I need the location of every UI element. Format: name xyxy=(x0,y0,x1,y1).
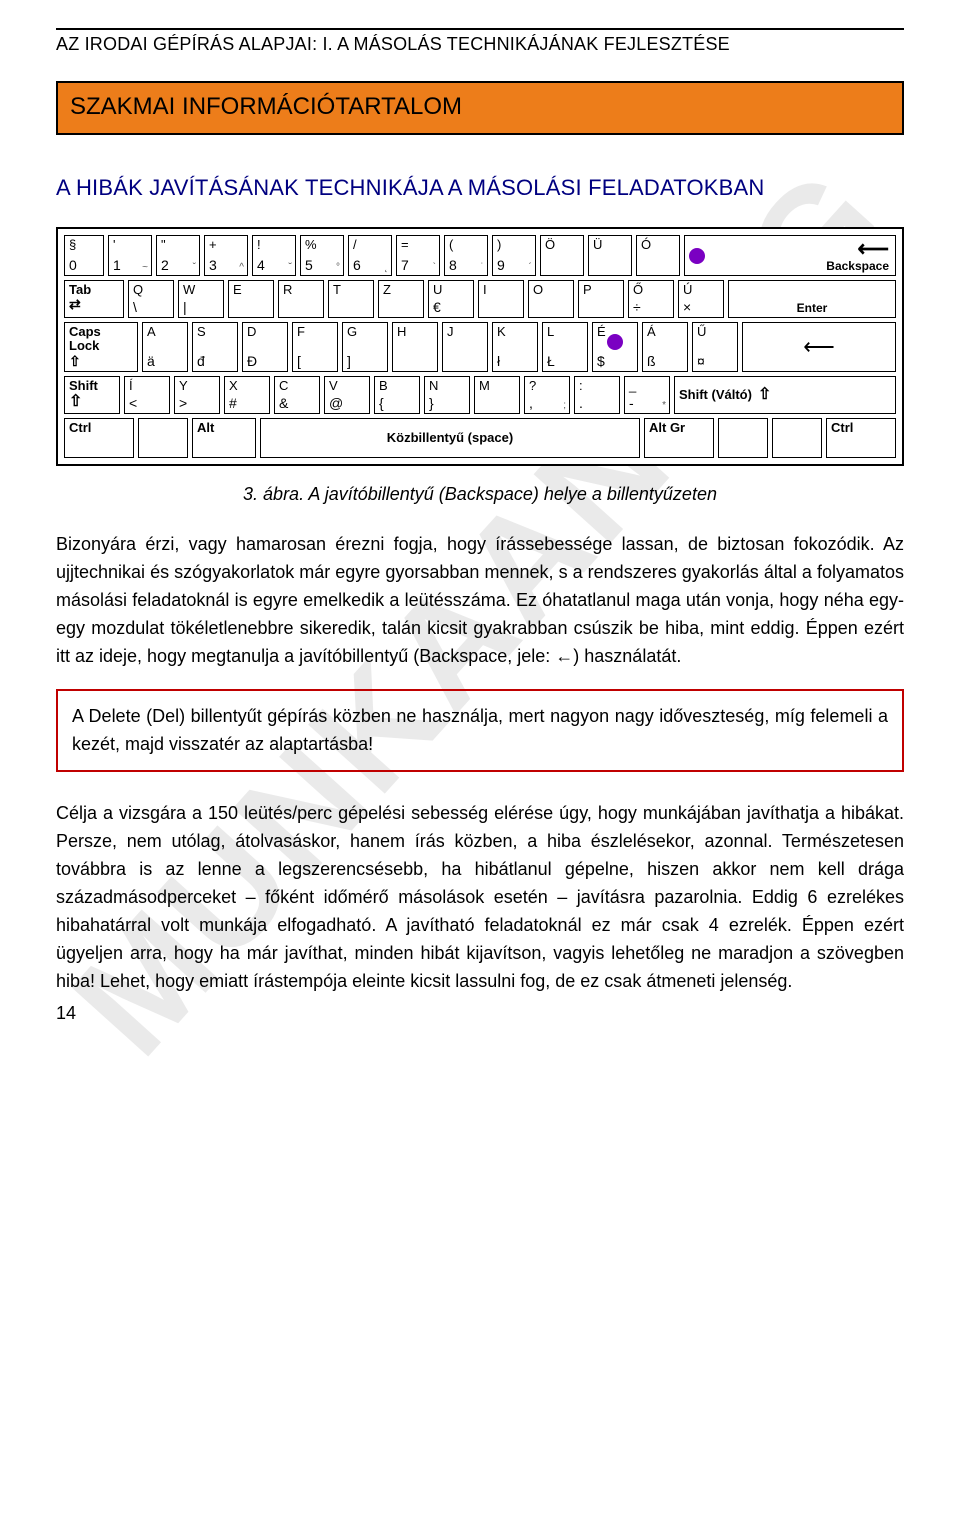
keyboard-key: U€ xyxy=(428,280,474,318)
keyboard-key: N} xyxy=(424,376,470,414)
keyboard-key: E xyxy=(228,280,274,318)
keyboard-key: Ú× xyxy=(678,280,724,318)
keyboard-key: ?,; xyxy=(524,376,570,414)
keyboard-key: Y> xyxy=(174,376,220,414)
keyboard-key: Aä xyxy=(142,322,188,372)
keyboard-key: LŁ xyxy=(542,322,588,372)
keyboard-key xyxy=(138,418,188,458)
keyboard-key: %5° xyxy=(300,235,344,276)
keyboard-key: Tab⇄ xyxy=(64,280,124,318)
highlight-dot xyxy=(607,334,623,350)
keyboard-figure: §0'1~"2ˇ+3^!4˘%5°/6˛=7`(8˙)9´ÖÜÓ⟵Backspa… xyxy=(56,227,904,466)
enter-key-lower: ⟵ xyxy=(742,322,896,372)
keyboard-key: )9´ xyxy=(492,235,536,276)
keyboard-key: Z xyxy=(378,280,424,318)
keyboard-key: Shift⇧ xyxy=(64,376,120,414)
keyboard-key: Q\ xyxy=(128,280,174,318)
keyboard-key: H xyxy=(392,322,438,372)
keyboard-key: '1~ xyxy=(108,235,152,276)
keyboard-key: Ctrl xyxy=(826,418,896,458)
keyboard-key: Ű¤ xyxy=(692,322,738,372)
keyboard-key: !4˘ xyxy=(252,235,296,276)
keyboard-key: V@ xyxy=(324,376,370,414)
keyboard-key: Kł xyxy=(492,322,538,372)
keyboard-key: G] xyxy=(342,322,388,372)
keyboard-key: Ü xyxy=(588,235,632,276)
orange-band-text: SZAKMAI INFORMÁCIÓTARTALOM xyxy=(70,93,890,121)
keyboard-key: P xyxy=(578,280,624,318)
figure-caption: 3. ábra. A javítóbillentyű (Backspace) h… xyxy=(56,484,904,505)
shift-right-key: Shift (Váltó)⇧ xyxy=(674,376,896,414)
keyboard-key: R xyxy=(278,280,324,318)
backspace-key: ⟵Backspace xyxy=(684,235,896,276)
keyboard-key: Áß xyxy=(642,322,688,372)
keyboard-key: É$ xyxy=(592,322,638,372)
page-number: 14 xyxy=(56,1003,76,1024)
keyboard-key: Alt xyxy=(192,418,256,458)
keyboard-key: O xyxy=(528,280,574,318)
keyboard-key: +3^ xyxy=(204,235,248,276)
keyboard-key: Ö xyxy=(540,235,584,276)
keyboard-key: T xyxy=(328,280,374,318)
keyboard-key: Ő÷ xyxy=(628,280,674,318)
keyboard-key: Sđ xyxy=(192,322,238,372)
keyboard-key: W| xyxy=(178,280,224,318)
keyboard-key: I xyxy=(478,280,524,318)
keyboard-key: "2ˇ xyxy=(156,235,200,276)
keyboard-key: F[ xyxy=(292,322,338,372)
top-rule xyxy=(56,28,904,30)
warning-text: A Delete (Del) billentyűt gépírás közben… xyxy=(72,703,888,759)
keyboard-key: :. xyxy=(574,376,620,414)
warning-box: A Delete (Del) billentyűt gépírás közben… xyxy=(56,689,904,773)
paragraph-2: Célja a vizsgára a 150 leütés/perc gépel… xyxy=(56,800,904,995)
keyboard-key: B{ xyxy=(374,376,420,414)
keyboard-key: Alt Gr xyxy=(644,418,714,458)
keyboard-key xyxy=(718,418,768,458)
space-key: Közbillentyű (space) xyxy=(260,418,640,458)
enter-key: Enter xyxy=(728,280,896,318)
keyboard-key: _-* xyxy=(624,376,670,414)
keyboard-key: Ctrl xyxy=(64,418,134,458)
keyboard-key: (8˙ xyxy=(444,235,488,276)
keyboard-key: §0 xyxy=(64,235,104,276)
keyboard-key: Ó xyxy=(636,235,680,276)
keyboard-key: /6˛ xyxy=(348,235,392,276)
highlight-dot xyxy=(689,248,705,264)
keyboard-key: =7` xyxy=(396,235,440,276)
keyboard-key: X# xyxy=(224,376,270,414)
orange-band: SZAKMAI INFORMÁCIÓTARTALOM xyxy=(56,81,904,135)
keyboard-key: DĐ xyxy=(242,322,288,372)
section-heading: A HIBÁK JAVÍTÁSÁNAK TECHNIKÁJA A MÁSOLÁS… xyxy=(56,175,904,201)
keyboard-key: Caps Lock⇧ xyxy=(64,322,138,372)
keyboard-key: C& xyxy=(274,376,320,414)
keyboard-key: M xyxy=(474,376,520,414)
keyboard-key xyxy=(772,418,822,458)
keyboard-key: Í< xyxy=(124,376,170,414)
running-head: AZ IRODAI GÉPÍRÁS ALAPJAI: I. A MÁSOLÁS … xyxy=(56,34,904,55)
keyboard-key: J xyxy=(442,322,488,372)
paragraph-1: Bizonyára érzi, vagy hamarosan érezni fo… xyxy=(56,531,904,670)
